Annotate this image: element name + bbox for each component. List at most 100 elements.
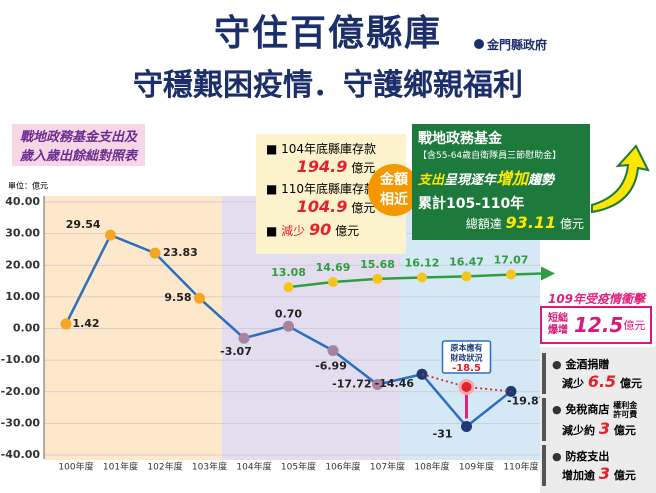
unit: 億元 (351, 161, 376, 175)
point (238, 332, 250, 344)
chart-title-box: 戰地政務基金支出及 歲入歲出餘絀對照表 (12, 124, 146, 166)
item-verb: 減少 (562, 377, 584, 390)
item-unit: 億元 (620, 377, 643, 390)
item-name: 金酒捐贈 (565, 358, 610, 371)
point (283, 282, 294, 293)
value-label: -3.07 (220, 345, 252, 358)
point (461, 271, 472, 282)
callout-name-2: 財政狀況 (450, 353, 483, 363)
point (328, 277, 338, 288)
chart-subtitle: 歲入歲出餘絀對照表 (20, 149, 138, 164)
point (372, 273, 383, 284)
impact-box: 短絀 爆增 12.5 億元 (540, 306, 652, 344)
y-tick-label: -30.00 (1, 416, 41, 429)
item: ● 防疫支出 增加逾 3 億元 (542, 445, 656, 486)
callout-name-1: 原本應有 (451, 343, 483, 353)
x-tick-label: 101年度 (103, 461, 138, 473)
y-tick-label: 20.00 (5, 258, 40, 271)
arrow-head (541, 266, 555, 281)
fund-title: 戰地政務基金 (418, 131, 502, 147)
region-bg (44, 196, 222, 460)
text: 趨勢 (528, 173, 555, 188)
badge-text: 相近 (380, 192, 408, 208)
point (461, 421, 472, 433)
item-value: 6.5 (587, 372, 617, 391)
x-tick-label: 109年度 (459, 461, 494, 473)
value-label: 0.70 (275, 307, 302, 320)
y-tick-label: 10.00 (5, 290, 40, 303)
value-label: -14.46 (375, 377, 415, 390)
x-tick-label: 102年度 (147, 461, 182, 473)
value-label: 16.12 (405, 257, 440, 270)
unit: 億元 (623, 319, 646, 332)
point (105, 229, 116, 241)
y-tick-label: -20.00 (1, 385, 41, 398)
x-tick-label: 108年度 (414, 461, 449, 473)
deposit-label: ■ 104年底縣庫存款 (266, 142, 377, 156)
point (461, 382, 472, 393)
item-extra: 權利金 (613, 401, 638, 410)
text: 短絀 (548, 313, 568, 324)
item-value: 3 (598, 419, 610, 438)
point (327, 345, 339, 357)
fund-total: 總額達 93.11 億元 (418, 213, 584, 232)
item-unit: 億元 (613, 424, 636, 437)
text: 爆增 (548, 325, 568, 336)
chart-title: 戰地政務基金支出及 (20, 130, 138, 145)
point (283, 320, 294, 332)
item: ● 免稅商店 權利金 許可費 減少約 3 億元 (542, 398, 656, 441)
item-name: 免稅商店 (565, 403, 610, 416)
logo: 金門縣政府 (474, 36, 547, 53)
unit: 億元 (559, 217, 584, 231)
value-label: 29.54 (66, 218, 101, 231)
value-label: 9.58 (164, 291, 191, 304)
point (149, 247, 161, 259)
value-label: -17.72 (332, 378, 371, 391)
value-label: 16.47 (449, 255, 484, 268)
callout-box (441, 340, 492, 374)
y-tick-label: 30.00 (5, 227, 40, 240)
deposit-box: ■ 104年底縣庫存款 194.9 億元 ■ 110年底縣庫存款 104.9 億… (256, 134, 406, 254)
value-label: -18.5 (452, 363, 481, 374)
value: 93.11 (505, 213, 557, 232)
fund-trend: 支出呈現逐年增加趨勢 (418, 165, 584, 189)
y-tick-label: 0.00 (13, 322, 40, 335)
text: 呈現逐年 (444, 173, 497, 188)
fund-sub: 【含55-64歲自衛隊員三節慰助金】 (418, 151, 562, 161)
logo-text: 金門縣政府 (487, 38, 548, 52)
x-tick-label: 110年度 (503, 461, 538, 473)
unit: 億元 (335, 224, 360, 238)
unit: 億元 (351, 201, 376, 215)
x-tick-label: 104年度 (236, 461, 271, 473)
value-label: 13.08 (271, 266, 306, 279)
y-tick-label: -40.00 (1, 448, 41, 461)
value-label: 17.07 (494, 254, 529, 267)
value-label: -31 (433, 428, 453, 441)
text: 110年底縣庫存款 (281, 182, 377, 196)
region-bg (400, 196, 540, 460)
item: ● 金酒捐贈 減少 6.5 億元 (542, 353, 656, 394)
value: 12.5 (574, 313, 624, 337)
item-value: 3 (598, 464, 610, 483)
point (506, 269, 516, 280)
title: 守住百億縣庫 (213, 13, 442, 54)
value-label: -19.87 (507, 394, 546, 407)
point (417, 272, 427, 283)
value-label: 14.69 (316, 261, 351, 274)
subtitle: 守穩艱困疫情．守護鄉親福利 (133, 68, 523, 103)
value-label: 23.83 (163, 246, 198, 259)
y-tick-label: 40.00 (5, 195, 40, 208)
badge: 金額 相近 (368, 164, 420, 216)
value: 90 (309, 220, 332, 239)
text: 增加 (496, 169, 529, 188)
value-label: -6.99 (315, 360, 347, 373)
deposit-label: ■ 減少 90 億元 (266, 220, 360, 239)
fund-box: 戰地政務基金 【含55-64歲自衛隊員三節慰助金】 支出呈現逐年增加趨勢 累計1… (412, 124, 590, 240)
y-tick-label: -10.00 (1, 353, 41, 366)
impact-title: 109年受疫情衝擊 (547, 292, 646, 306)
badge-text: 金額 (380, 172, 408, 188)
arrow-shaft (510, 272, 544, 276)
value: 104.9 (296, 197, 348, 216)
text: 104年底縣庫存款 (281, 142, 377, 156)
y-unit: 單位：億元 (8, 181, 48, 191)
